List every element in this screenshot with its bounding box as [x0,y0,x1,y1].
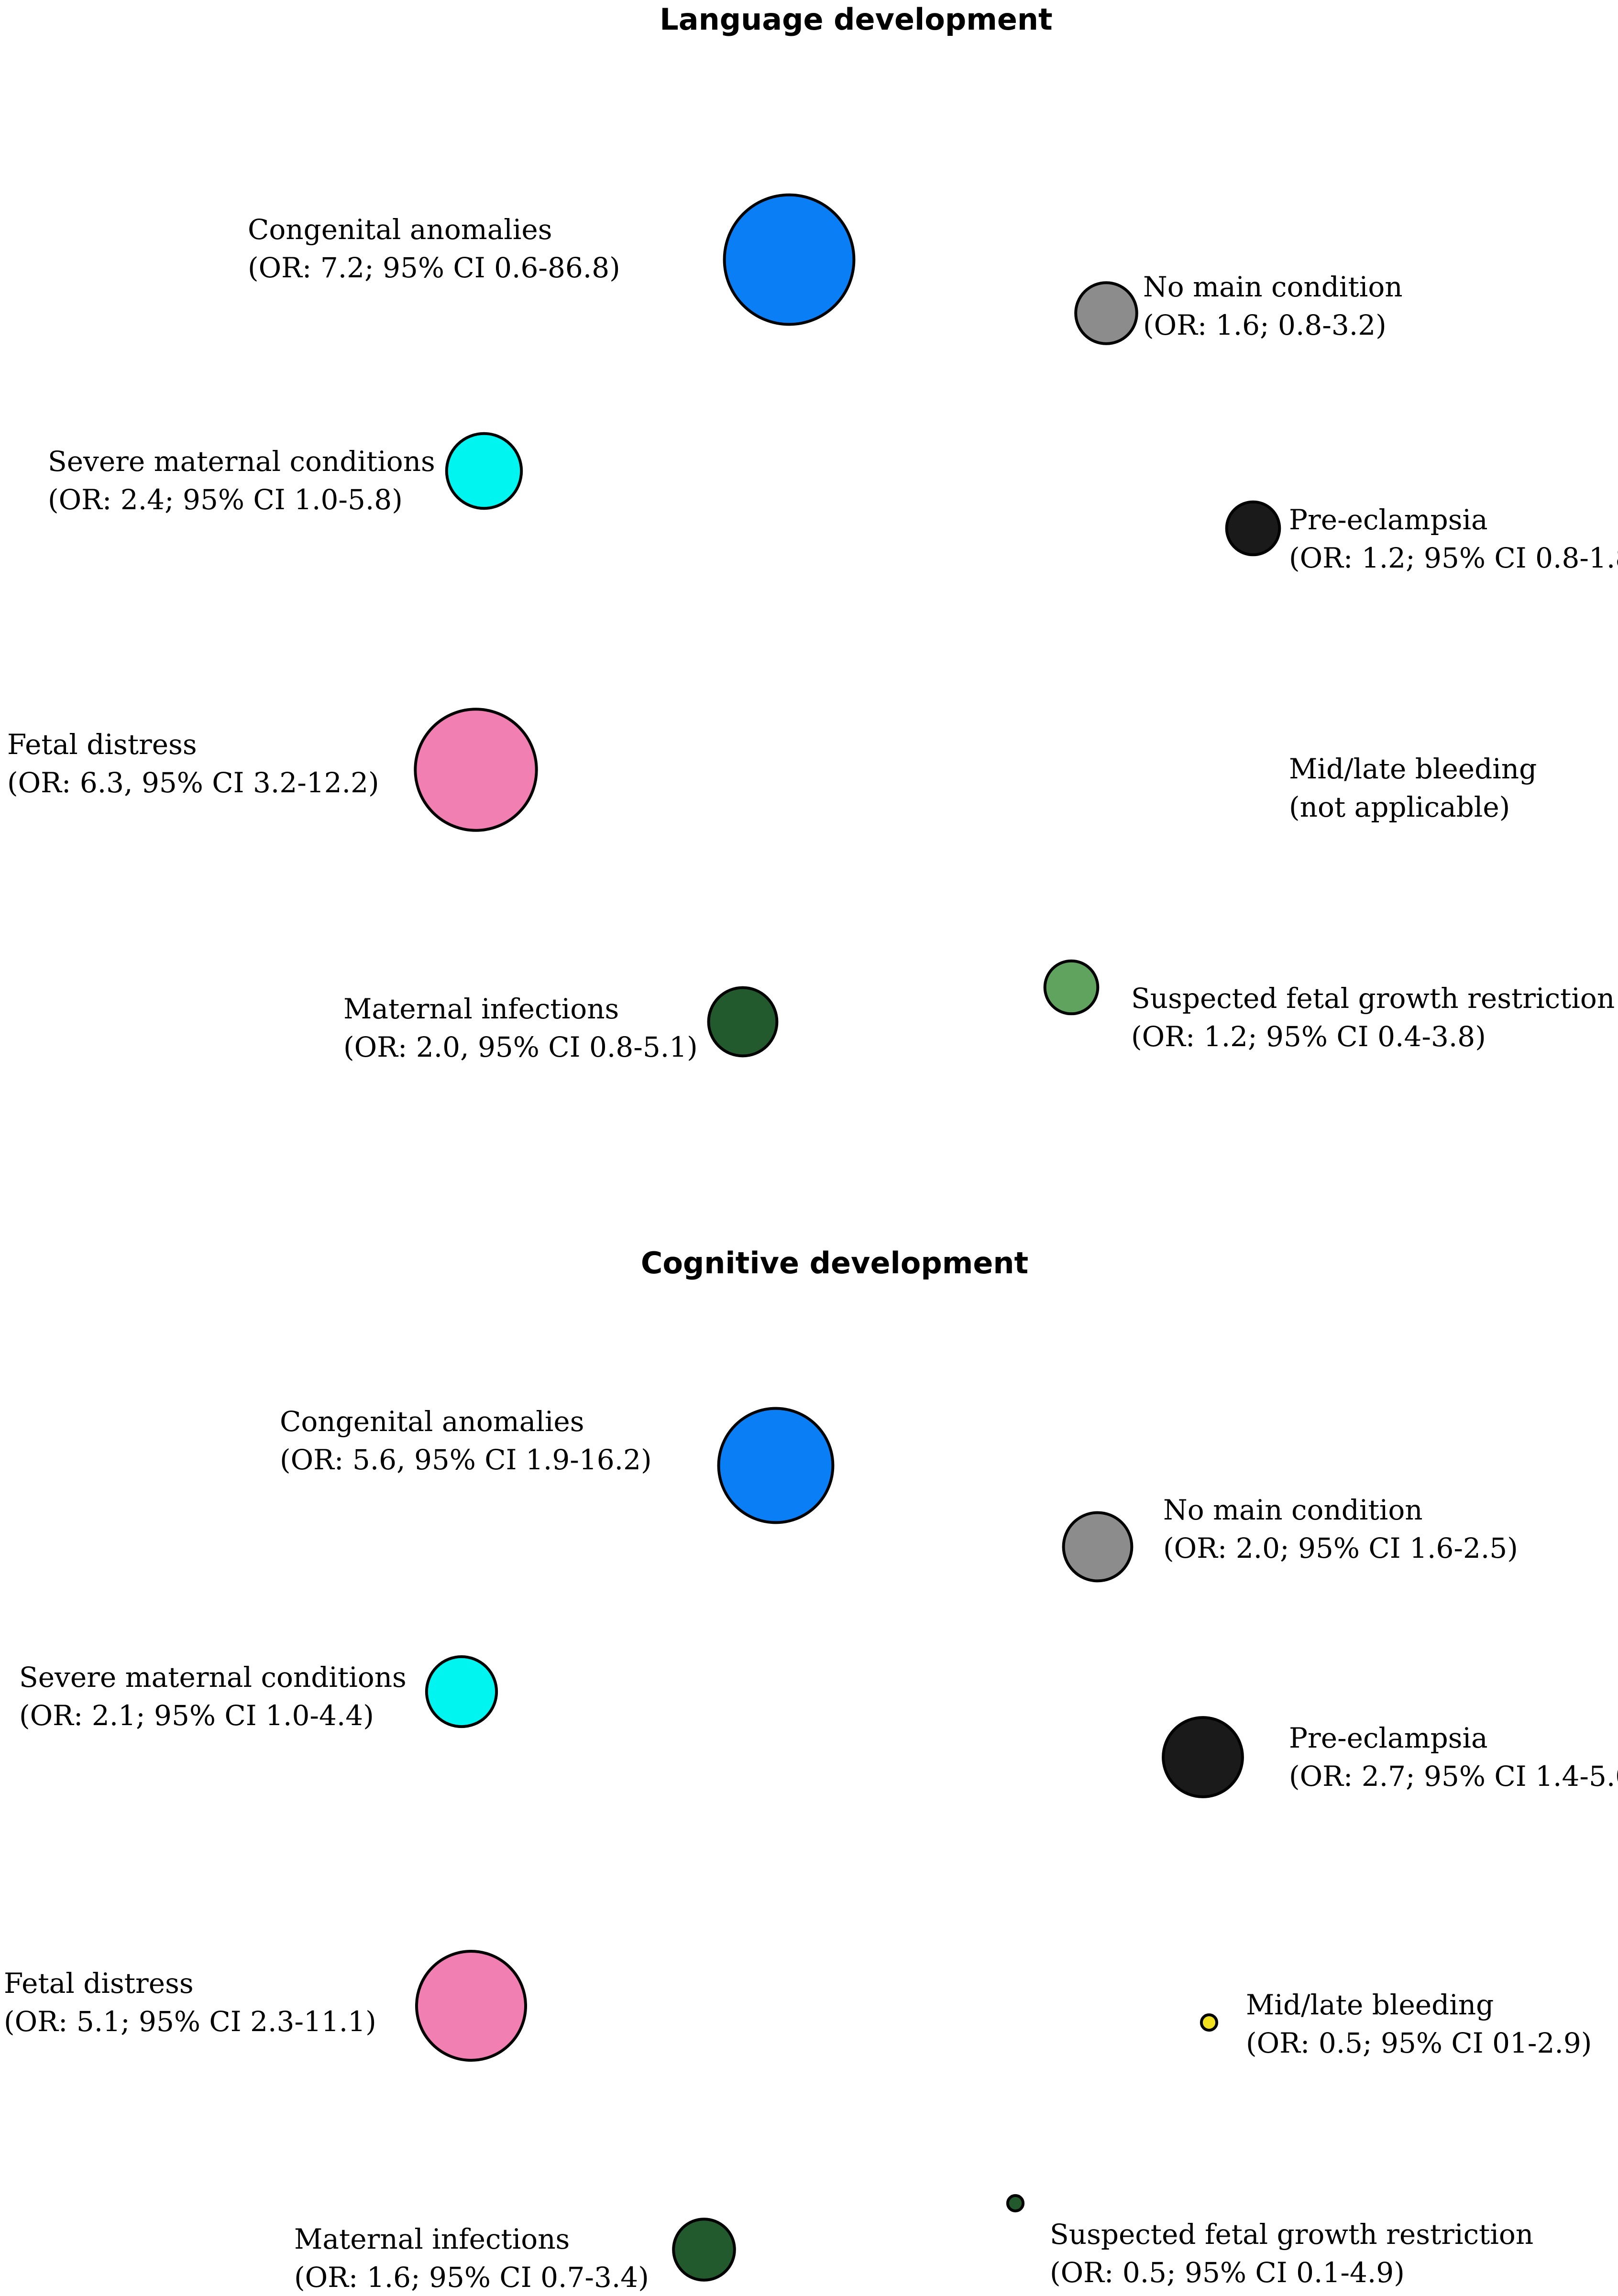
label-no-main-condition: No main condition [1143,271,1403,303]
bubble-suspected-fetal-growth-restriction [1043,959,1100,1016]
detail-no-main-condition: (OR: 2.0; 95% CI 1.6-2.5) [1163,1532,1518,1564]
bubble-maternal-infections [707,986,779,1058]
bubble-suspected-fetal-growth-restriction [1006,2194,1025,2213]
label-severe-maternal-conditions: Severe maternal conditions [19,1661,407,1694]
bubble-fetal-distress [415,1950,527,2062]
detail-maternal-infections: (OR: 1.6; 95% CI 0.7-3.4) [294,2261,649,2294]
bubble-maternal-infections [672,2218,736,2282]
label-mid-late-bleeding: Mid/late bleeding [1246,1989,1494,2021]
panel-language: Language development Congenital anomalie… [7,2,1618,1063]
detail-fetal-distress: (OR: 6.3, 95% CI 3.2-12.2) [7,766,379,799]
label-congenital-anomalies: Congenital anomalies [280,1405,584,1438]
detail-pre-eclampsia: (OR: 2.7; 95% CI 1.4-5.0) [1289,1760,1618,1793]
detail-severe-maternal-conditions: (OR: 2.1; 95% CI 1.0-4.4) [19,1699,374,1732]
detail-maternal-infections: (OR: 2.0, 95% CI 0.8-5.1) [343,1031,698,1063]
label-maternal-infections: Maternal infections [343,993,619,1025]
bubble-severe-maternal-conditions [425,1655,498,1728]
bubble-pre-eclampsia [1162,1716,1244,1798]
detail-no-main-condition: (OR: 1.6; 0.8-3.2) [1143,309,1387,341]
detail-congenital-anomalies: (OR: 5.6, 95% CI 1.9-16.2) [280,1443,652,1476]
panel-title: Cognitive development [641,1246,1028,1280]
bubble-fetal-distress [414,708,538,832]
detail-suspected-fetal-growth-restriction: (OR: 1.2; 95% CI 0.4-3.8) [1131,1020,1486,1053]
label-suspected-fetal-growth-restriction: Suspected fetal growth restriction [1050,2218,1533,2251]
label-no-main-condition: No main condition [1163,1494,1423,1526]
bubble-mid-late-bleeding [1200,2013,1219,2032]
panel-title: Language development [660,2,1052,37]
detail-congenital-anomalies: (OR: 7.2; 95% CI 0.6-86.8) [248,251,620,284]
detail-pre-eclampsia: (OR: 1.2; 95% CI 0.8-1.8) [1289,542,1618,574]
bubble-severe-maternal-conditions [445,432,523,510]
label-mid-late-bleeding: Mid/late bleeding [1289,753,1537,785]
bubble-pre-eclampsia [1225,500,1281,557]
label-maternal-infections: Maternal infections [294,2223,570,2255]
bubble-no-main-condition [1074,281,1138,345]
detail-severe-maternal-conditions: (OR: 2.4; 95% CI 1.0-5.8) [48,483,403,516]
detail-mid-late-bleeding: (not applicable) [1289,791,1510,823]
label-severe-maternal-conditions: Severe maternal conditions [48,445,435,478]
bubble-congenital-anomalies [723,193,856,326]
label-pre-eclampsia: Pre-eclampsia [1289,1722,1488,1754]
label-congenital-anomalies: Congenital anomalies [248,213,552,246]
detail-mid-late-bleeding: (OR: 0.5; 95% CI 01-2.9) [1246,2027,1592,2059]
label-fetal-distress: Fetal distress [4,1967,194,2000]
label-suspected-fetal-growth-restriction: Suspected fetal growth restriction [1131,982,1615,1015]
detail-fetal-distress: (OR: 5.1; 95% CI 2.3-11.1) [4,2005,376,2038]
bubble-no-main-condition [1062,1511,1134,1583]
label-fetal-distress: Fetal distress [7,728,197,761]
detail-suspected-fetal-growth-restriction: (OR: 0.5; 95% CI 0.1-4.9) [1050,2256,1405,2289]
panel-cognitive: Cognitive development Congenital anomali… [4,1246,1618,2294]
label-pre-eclampsia: Pre-eclampsia [1289,503,1488,536]
bubble-congenital-anomalies [717,1407,835,1524]
